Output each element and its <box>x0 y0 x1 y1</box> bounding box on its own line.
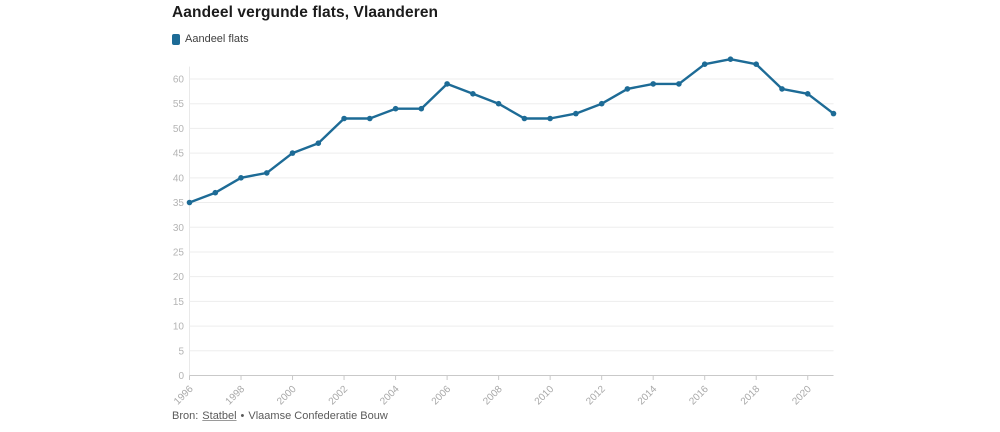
data-point[interactable] <box>624 86 631 92</box>
y-tick-label: 25 <box>173 247 185 258</box>
data-point[interactable] <box>495 100 502 107</box>
x-tick-label: 1996 <box>172 384 196 408</box>
y-tick-label: 5 <box>178 346 184 357</box>
data-point[interactable] <box>598 100 605 107</box>
data-point[interactable] <box>212 189 219 196</box>
data-point[interactable] <box>573 110 579 117</box>
data-point[interactable] <box>264 170 270 176</box>
x-tick-label: 2006 <box>430 384 454 408</box>
data-point[interactable] <box>341 115 347 122</box>
y-tick-label: 55 <box>173 99 185 110</box>
y-tick-label: 60 <box>173 75 185 86</box>
source-organisation: Vlaamse Confederatie Bouw <box>248 410 388 422</box>
data-point[interactable] <box>676 81 682 87</box>
data-point[interactable] <box>470 91 476 97</box>
source-prefix: Bron: <box>172 410 199 422</box>
y-tick-label: 40 <box>173 173 185 184</box>
data-point[interactable] <box>779 86 785 92</box>
data-point[interactable] <box>444 81 450 87</box>
data-line <box>188 58 835 204</box>
source-separator: • <box>240 410 245 422</box>
x-tick-label: 2008 <box>481 384 505 408</box>
data-point[interactable] <box>701 61 708 67</box>
x-tick-label: 2020 <box>790 384 814 408</box>
x-tick-label: 1998 <box>224 384 248 408</box>
data-point[interactable] <box>521 115 528 122</box>
data-point[interactable] <box>392 105 399 112</box>
data-point[interactable] <box>367 115 373 122</box>
y-tick-label: 15 <box>173 297 185 308</box>
x-tick-label: 2004 <box>378 384 402 408</box>
source-link[interactable]: Statbel <box>202 410 237 422</box>
data-point[interactable] <box>804 91 811 97</box>
y-tick-label: 30 <box>173 223 185 234</box>
data-point[interactable] <box>186 199 193 206</box>
y-tick-label: 0 <box>178 371 184 382</box>
x-tick-label: 2000 <box>275 384 299 408</box>
x-tick-label: 2018 <box>739 384 763 408</box>
chart-title: Aandeel vergunde flats, Vlaanderen <box>172 4 439 21</box>
legend-label: Aandeel flats <box>185 33 249 45</box>
legend: Aandeel flats <box>172 33 249 45</box>
data-point[interactable] <box>753 61 759 67</box>
legend-swatch <box>172 33 180 45</box>
data-point[interactable] <box>830 110 837 117</box>
y-tick-label: 50 <box>173 124 185 135</box>
x-tick-label: 2012 <box>584 384 608 408</box>
y-tick-label: 45 <box>173 149 185 160</box>
data-point[interactable] <box>547 115 553 122</box>
x-tick-label: 2010 <box>533 384 557 408</box>
x-tick-label: 2016 <box>687 384 711 408</box>
data-point[interactable] <box>727 56 734 62</box>
data-point[interactable] <box>315 140 322 146</box>
x-tick-label: 2002 <box>327 384 351 408</box>
y-tick-label: 35 <box>173 198 185 209</box>
source-line: Bron: Statbel • Vlaamse Confederatie Bou… <box>172 410 388 422</box>
y-tick-label: 20 <box>173 272 185 283</box>
data-point[interactable] <box>418 105 425 112</box>
y-tick-label: 10 <box>173 322 185 333</box>
data-point[interactable] <box>238 175 244 181</box>
x-tick-label: 2014 <box>636 384 660 408</box>
data-point[interactable] <box>650 81 656 87</box>
data-point[interactable] <box>289 150 296 156</box>
